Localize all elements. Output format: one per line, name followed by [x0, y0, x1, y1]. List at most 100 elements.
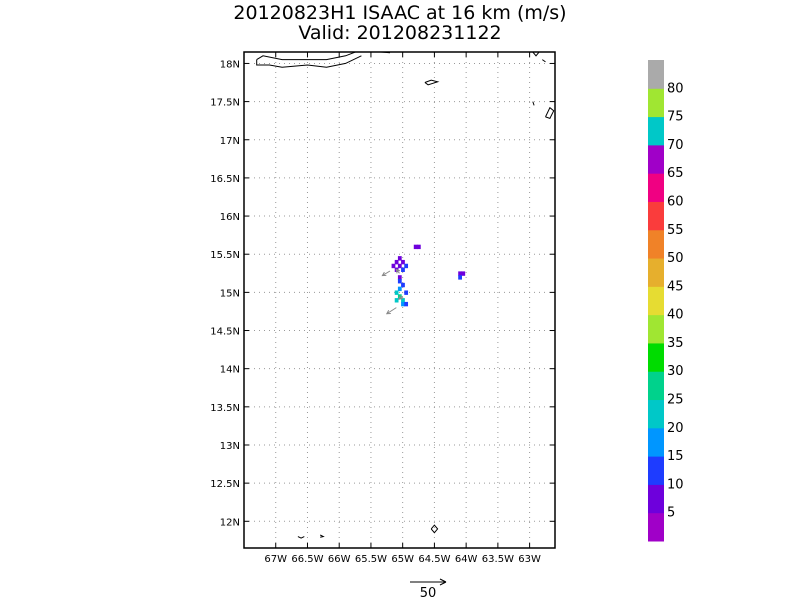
y-tick-label: 12.5N: [210, 479, 240, 490]
wind-cell: [458, 275, 462, 280]
colorbar-label: 40: [667, 308, 684, 323]
x-tick-label: 64W: [455, 554, 478, 565]
wind-cell: [401, 259, 405, 265]
coastline: [532, 52, 540, 57]
colorbar-swatch: [648, 201, 664, 231]
y-tick-label: 14.5N: [210, 327, 240, 338]
coastline: [545, 106, 555, 120]
coastline: [297, 536, 305, 539]
wind-cell: [461, 271, 466, 276]
wind-cell: [416, 244, 421, 250]
x-tick-label: 67W: [264, 554, 287, 565]
x-tick-label: 66.5W: [291, 554, 323, 565]
scale-arrow-label: 50: [420, 586, 437, 600]
colorbar-label: 60: [667, 194, 684, 209]
coastline: [542, 59, 546, 63]
colorbar-swatch: [648, 173, 664, 202]
wind-cell: [397, 256, 402, 261]
x-tick-label: 66W: [328, 554, 351, 565]
colorbar-label: 15: [667, 449, 684, 464]
colorbar-label: 65: [667, 166, 684, 181]
wind-vectors: [381, 268, 403, 315]
wind-cell: [397, 286, 402, 292]
y-tick-label: 16N: [220, 212, 240, 223]
wind-cell: [394, 259, 399, 265]
wind-cell: [394, 298, 399, 303]
scale-arrow-head: [439, 578, 447, 586]
y-tick-label: 17N: [220, 136, 240, 147]
wind-cell: [458, 271, 462, 276]
wind-cell: [397, 275, 402, 280]
colorbar-swatch: [648, 88, 664, 118]
colorbar-swatch: [648, 229, 664, 259]
y-tick-label: 13N: [220, 441, 240, 452]
wind-cell: [391, 263, 396, 269]
colorbar-swatch: [648, 116, 664, 146]
wind-vector-head: [395, 268, 401, 274]
colorbar-swatch: [648, 144, 664, 174]
colorbar-label: 80: [667, 81, 684, 96]
y-tick-label: 12N: [220, 517, 240, 528]
y-tick-label: 18N: [220, 59, 240, 70]
wind-vector: [382, 270, 391, 277]
colorbar-label: 30: [667, 364, 684, 379]
colorbar-label: 70: [667, 138, 684, 153]
colorbar-label: 10: [667, 477, 684, 492]
y-axis-ticks: 12N 12.5N 13N 13.5N 14N 14.5N 15N 15.5N 16N 16.5N…: [210, 59, 555, 528]
coastlines: [256, 52, 555, 539]
chart-title: 20120823H1 ISAAC at 16 km (m/s): [233, 2, 567, 24]
colorbar-label: 20: [667, 421, 684, 436]
wind-cell: [394, 290, 399, 295]
y-tick-label: 13.5N: [210, 403, 240, 414]
y-tick-label: 14N: [220, 365, 240, 376]
wind-speed-cells: [391, 244, 466, 307]
y-tick-label: 17.5N: [210, 98, 240, 109]
wind-cell: [404, 263, 409, 269]
coastline: [256, 52, 357, 61]
colorbar-swatch: [648, 60, 664, 89]
colorbar-label: 45: [667, 279, 684, 294]
colorbar-swatch: [648, 427, 664, 457]
wind-cell: [397, 263, 402, 269]
colorbar-label: 50: [667, 251, 684, 266]
x-tick-label: 65W: [391, 554, 414, 565]
wind-cell: [413, 244, 418, 250]
y-tick-label: 15.5N: [210, 250, 240, 261]
wind-cell: [404, 301, 409, 307]
grid-lines: [244, 52, 555, 548]
x-tick-label: 64.5W: [418, 554, 450, 565]
wind-vector-head: [381, 271, 387, 277]
coastline: [256, 55, 362, 68]
wind-cell: [397, 279, 402, 284]
colorbar-label: 25: [667, 393, 684, 408]
wind-vector: [386, 307, 397, 315]
colorbar-swatch: [648, 456, 664, 485]
coastline: [424, 79, 440, 86]
coastline: [319, 534, 325, 538]
scale-arrow: 50: [410, 578, 447, 600]
y-tick-label: 16.5N: [210, 174, 240, 185]
wind-cell: [401, 282, 405, 288]
wind-vector-head: [398, 295, 403, 300]
colorbar-swatch: [648, 342, 664, 372]
colorbar-swatch: [648, 512, 664, 542]
x-tick-label: 65.5W: [355, 554, 387, 565]
colorbar: 5 10 15 20 25 30 35 40 45 50 55 60 65 70 75 80: [648, 60, 684, 542]
x-tick-label: 63W: [518, 554, 541, 565]
y-tick-label: 15N: [220, 288, 240, 299]
colorbar-swatch: [648, 314, 664, 344]
colorbar-swatch: [648, 258, 664, 287]
chart-subtitle: Valid: 201208231122: [298, 22, 502, 44]
wind-cell: [401, 298, 405, 303]
x-tick-label: 63.5W: [482, 554, 514, 565]
coastline: [532, 101, 535, 106]
wind-cell: [401, 267, 405, 272]
colorbar-label: 35: [667, 336, 684, 351]
colorbar-swatch: [648, 371, 664, 401]
x-axis-ticks: 67W 66.5W 66W 65.5W 65W 64.5W 64W 63.5W 63W: [264, 52, 541, 565]
wind-cell: [404, 290, 409, 295]
wind-cell: [401, 301, 405, 307]
colorbar-label: 5: [667, 506, 675, 521]
coastline: [430, 524, 439, 534]
